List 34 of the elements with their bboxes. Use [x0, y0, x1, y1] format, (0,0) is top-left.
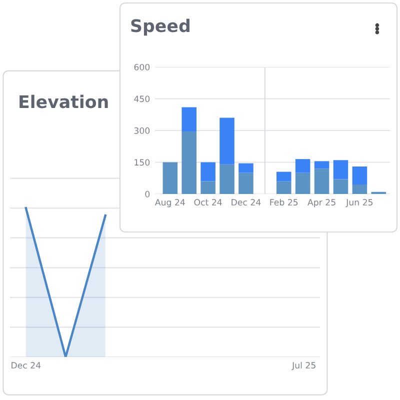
bar — [295, 159, 310, 173]
x-tick-label: Apr 25 — [308, 199, 336, 208]
bar — [314, 168, 330, 194]
y-tick-label: 300 — [134, 127, 150, 134]
y-tick-label: 450 — [134, 96, 150, 102]
x-tick-label: Aug 24 — [154, 199, 185, 208]
x-tick-label: Oct 24 — [194, 199, 222, 206]
bar — [352, 184, 368, 194]
y-tick-label: 600 — [134, 64, 150, 70]
bar — [295, 172, 310, 194]
bar — [220, 118, 234, 164]
x-tick-label: Dec 24 — [12, 362, 41, 369]
bar — [162, 162, 178, 194]
chart-title: Speed — [131, 18, 190, 36]
y-tick-label: 150 — [134, 159, 150, 166]
bar — [276, 172, 292, 182]
y-tick-label: 0 — [145, 190, 150, 198]
bar — [238, 163, 254, 173]
x-tick-label: Dec 24 — [232, 199, 261, 206]
x-tick-label: Jul 25 — [292, 362, 316, 370]
bar — [182, 132, 197, 194]
x-tick-label: Jun 25 — [346, 199, 372, 208]
bar — [333, 160, 348, 180]
bar — [333, 179, 348, 194]
bar — [220, 164, 234, 194]
x-tick-label: Feb 25 — [270, 198, 298, 206]
bar — [182, 107, 197, 132]
bar — [200, 181, 216, 194]
bar — [314, 161, 330, 169]
chart-title: Elevation — [20, 94, 108, 108]
bar — [238, 172, 254, 194]
bar — [200, 162, 216, 182]
bar — [352, 166, 368, 184]
bar — [276, 181, 292, 194]
